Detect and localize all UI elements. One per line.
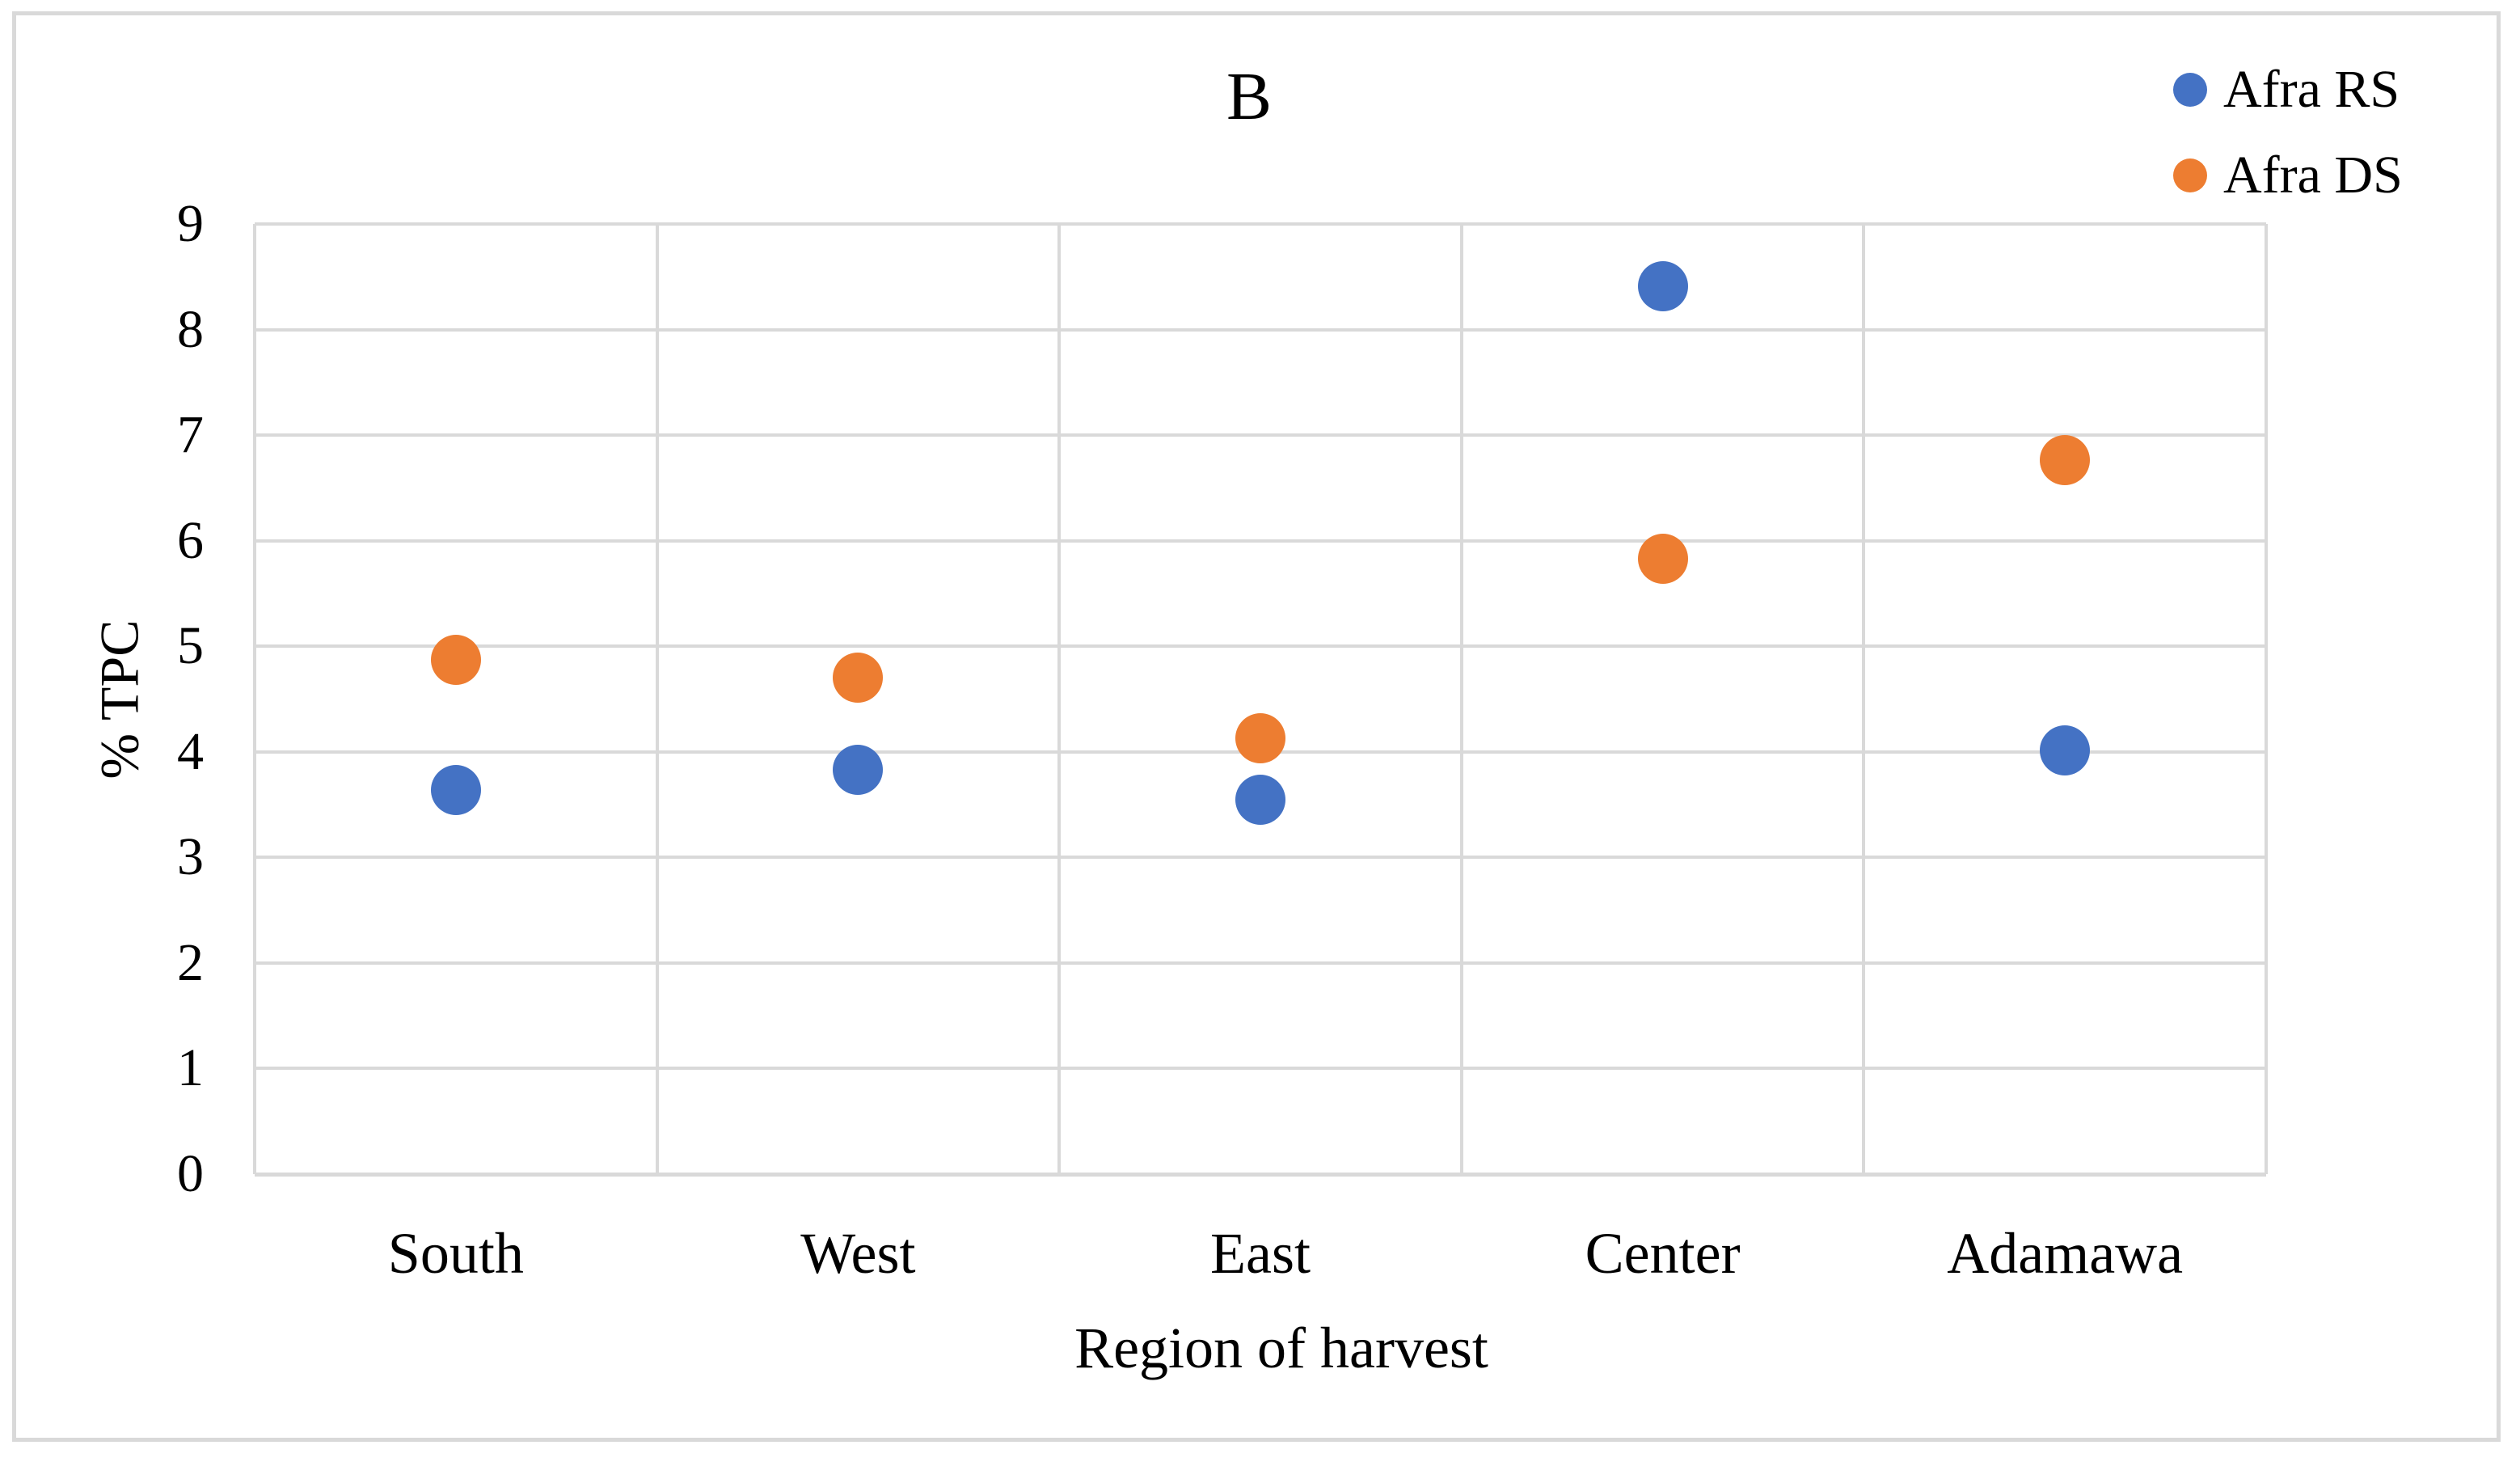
gridline-y-5 [255,644,2266,649]
y-tick-label-3: 3 [177,827,204,887]
x-axis-title: Region of harvest [1074,1316,1488,1380]
legend-entry-afra-rs: Afra RS [2173,47,2403,133]
gridline-y-2 [255,961,2266,965]
point-afra-rs-center [1637,261,1688,312]
y-axis-line [253,224,256,1174]
legend-label-afra-ds: Afra DS [2223,146,2403,205]
y-tick-label-9: 9 [177,194,204,253]
y-tick-label-7: 7 [177,405,204,465]
gridline-y-1 [255,1067,2266,1071]
point-afra-ds-west [833,653,884,704]
x-category-label-east: East [1210,1221,1311,1286]
point-afra-rs-adamawa [2040,725,2091,776]
gridline-y-3 [255,856,2266,860]
y-tick-label-2: 2 [177,932,204,992]
category-boundary-1 [655,224,659,1174]
category-boundary-3 [1459,224,1463,1174]
y-tick-label-0: 0 [177,1144,204,1203]
y-tick-label-1: 1 [177,1038,204,1098]
point-afra-ds-center [1637,533,1688,584]
legend-entry-afra-ds: Afra DS [2173,133,2403,218]
legend: Afra RS Afra DS [2173,47,2403,218]
legend-marker-afra-ds-icon [2173,158,2207,192]
gridline-y-9 [255,222,2266,226]
x-category-label-south: South [387,1221,524,1286]
category-boundary-4 [1862,224,1866,1174]
y-tick-label-5: 5 [177,616,204,676]
gridline-y-8 [255,327,2266,332]
point-afra-rs-south [430,764,481,815]
chart-title: B [1226,59,1273,134]
point-afra-ds-south [430,635,481,686]
legend-label-afra-rs: Afra RS [2223,60,2400,119]
legend-marker-afra-rs-icon [2173,73,2207,107]
category-boundary-5 [2265,224,2268,1174]
gridline-y-7 [255,433,2266,437]
y-tick-label-4: 4 [177,721,204,781]
y-tick-label-6: 6 [177,510,204,570]
gridline-y-6 [255,539,2266,543]
point-afra-ds-adamawa [2040,435,2091,486]
x-category-label-west: West [800,1221,916,1286]
figure-border [12,11,2501,1442]
y-tick-label-8: 8 [177,299,204,359]
point-afra-rs-east [1235,774,1285,825]
x-axis-line [255,1173,2266,1177]
x-category-label-adamawa: Adamawa [1947,1221,2184,1286]
plot-area [253,222,2268,1177]
point-afra-ds-east [1235,712,1285,763]
x-category-label-center: Center [1585,1221,1741,1286]
category-boundary-2 [1057,224,1062,1174]
point-afra-rs-west [833,744,884,795]
